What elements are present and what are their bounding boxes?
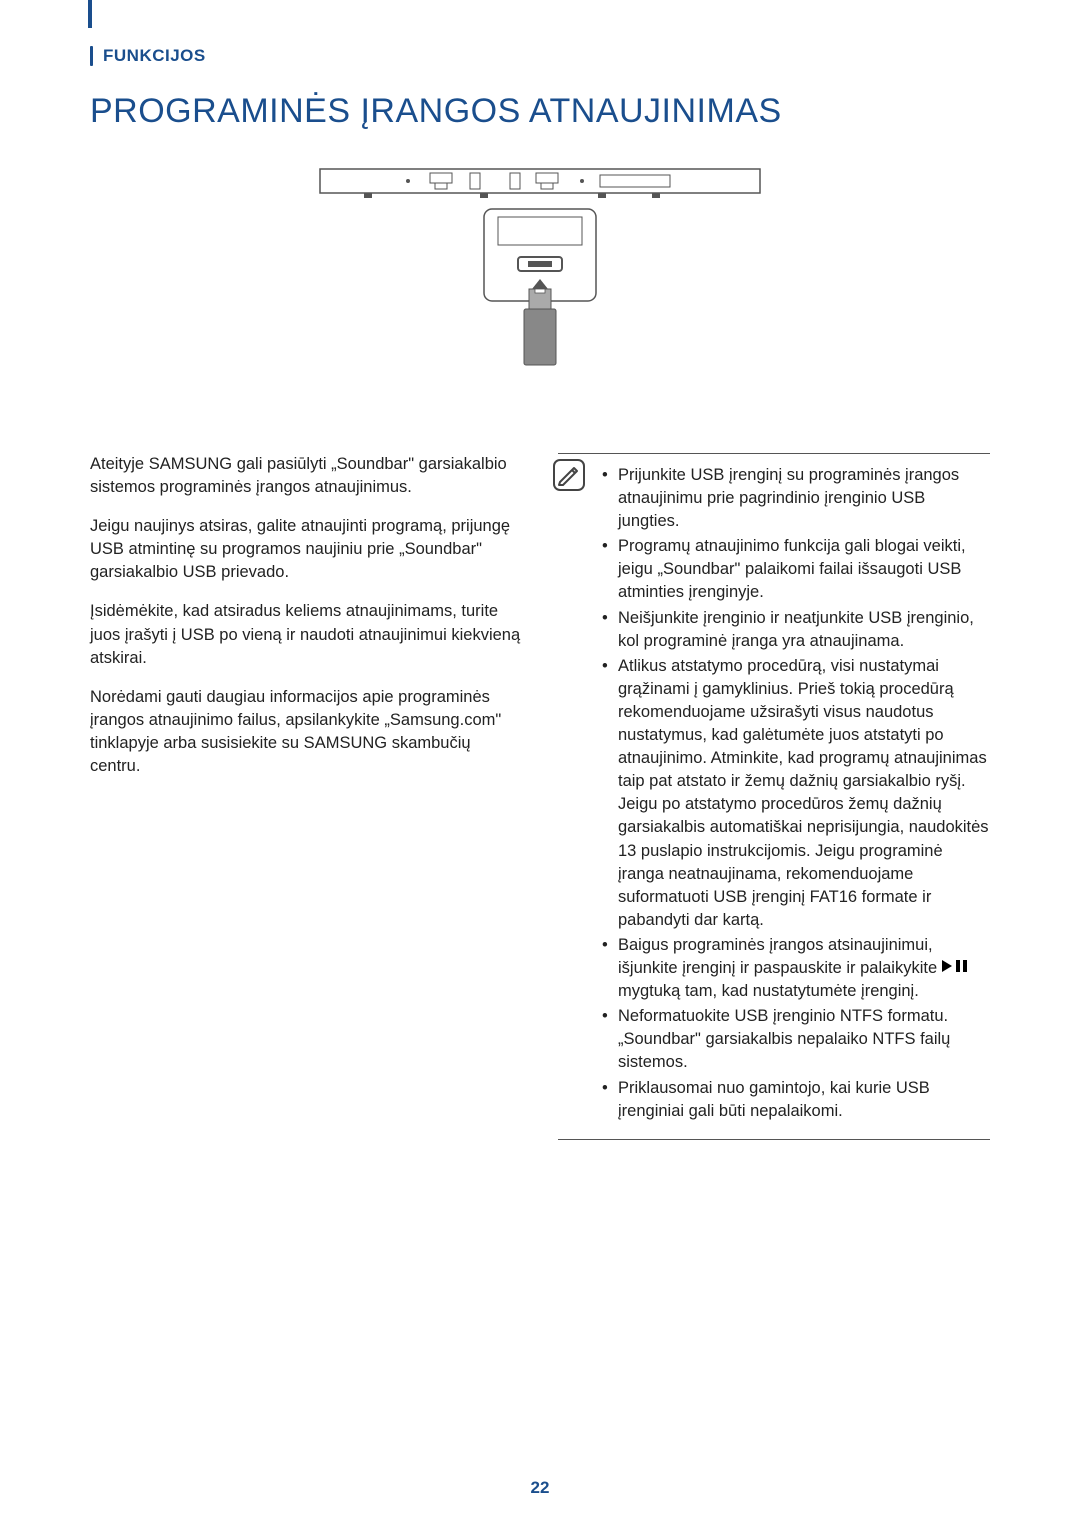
left-column: Ateityje SAMSUNG gali pasiūlyti „Soundba… — [90, 453, 522, 1140]
paragraph: Įsidėmėkite, kad atsiradus keliems atnau… — [90, 600, 522, 669]
note-block: Prijunkite USB įrenginį su programinės į… — [558, 453, 990, 1140]
note-item: Atlikus atstatymo procedūrą, visi nustat… — [602, 655, 990, 932]
pencil-icon — [552, 458, 586, 497]
note-item: Neformatuokite USB įrenginio NTFS format… — [602, 1005, 990, 1074]
note-item: Neišjunkite įrenginio ir neatjunkite USB… — [602, 607, 990, 653]
page-title: PROGRAMINĖS ĮRANGOS ATNAUJINIMAS — [90, 92, 990, 131]
content-columns: Ateityje SAMSUNG gali pasiūlyti „Soundba… — [90, 453, 990, 1140]
paragraph: Norėdami gauti daugiau informacijos apie… — [90, 686, 522, 778]
note-item: Programų atnaujinimo funkcija gali bloga… — [602, 535, 990, 604]
note-item: Priklausomai nuo gamintojo, kai kurie US… — [602, 1077, 990, 1123]
section-label: FUNKCIJOS — [103, 46, 206, 66]
note-item: Baigus programinės įrangos atsinaujinimu… — [602, 934, 990, 1003]
notes-list: Prijunkite USB įrenginį su programinės į… — [558, 464, 990, 1123]
paragraph: Ateityje SAMSUNG gali pasiūlyti „Soundba… — [90, 453, 522, 499]
section-header: FUNKCIJOS — [90, 46, 990, 66]
section-tick — [90, 46, 93, 66]
paragraph: Jeigu naujinys atsiras, galite atnaujint… — [90, 515, 522, 584]
edge-tab — [88, 0, 92, 28]
note-item: Prijunkite USB įrenginį su programinės į… — [602, 464, 990, 533]
note-text-before: Baigus programinės įrangos atsinaujinimu… — [618, 936, 937, 977]
note-text-after: mygtuką tam, kad nustatytumėte įrenginį. — [618, 982, 919, 1000]
right-column: Prijunkite USB įrenginį su programinės į… — [558, 453, 990, 1140]
page-number: 22 — [0, 1478, 1080, 1498]
soundbar-diagram — [90, 159, 990, 429]
document-page: FUNKCIJOS PROGRAMINĖS ĮRANGOS ATNAUJINIM… — [0, 0, 1080, 1532]
play-pause-icon — [942, 957, 968, 980]
